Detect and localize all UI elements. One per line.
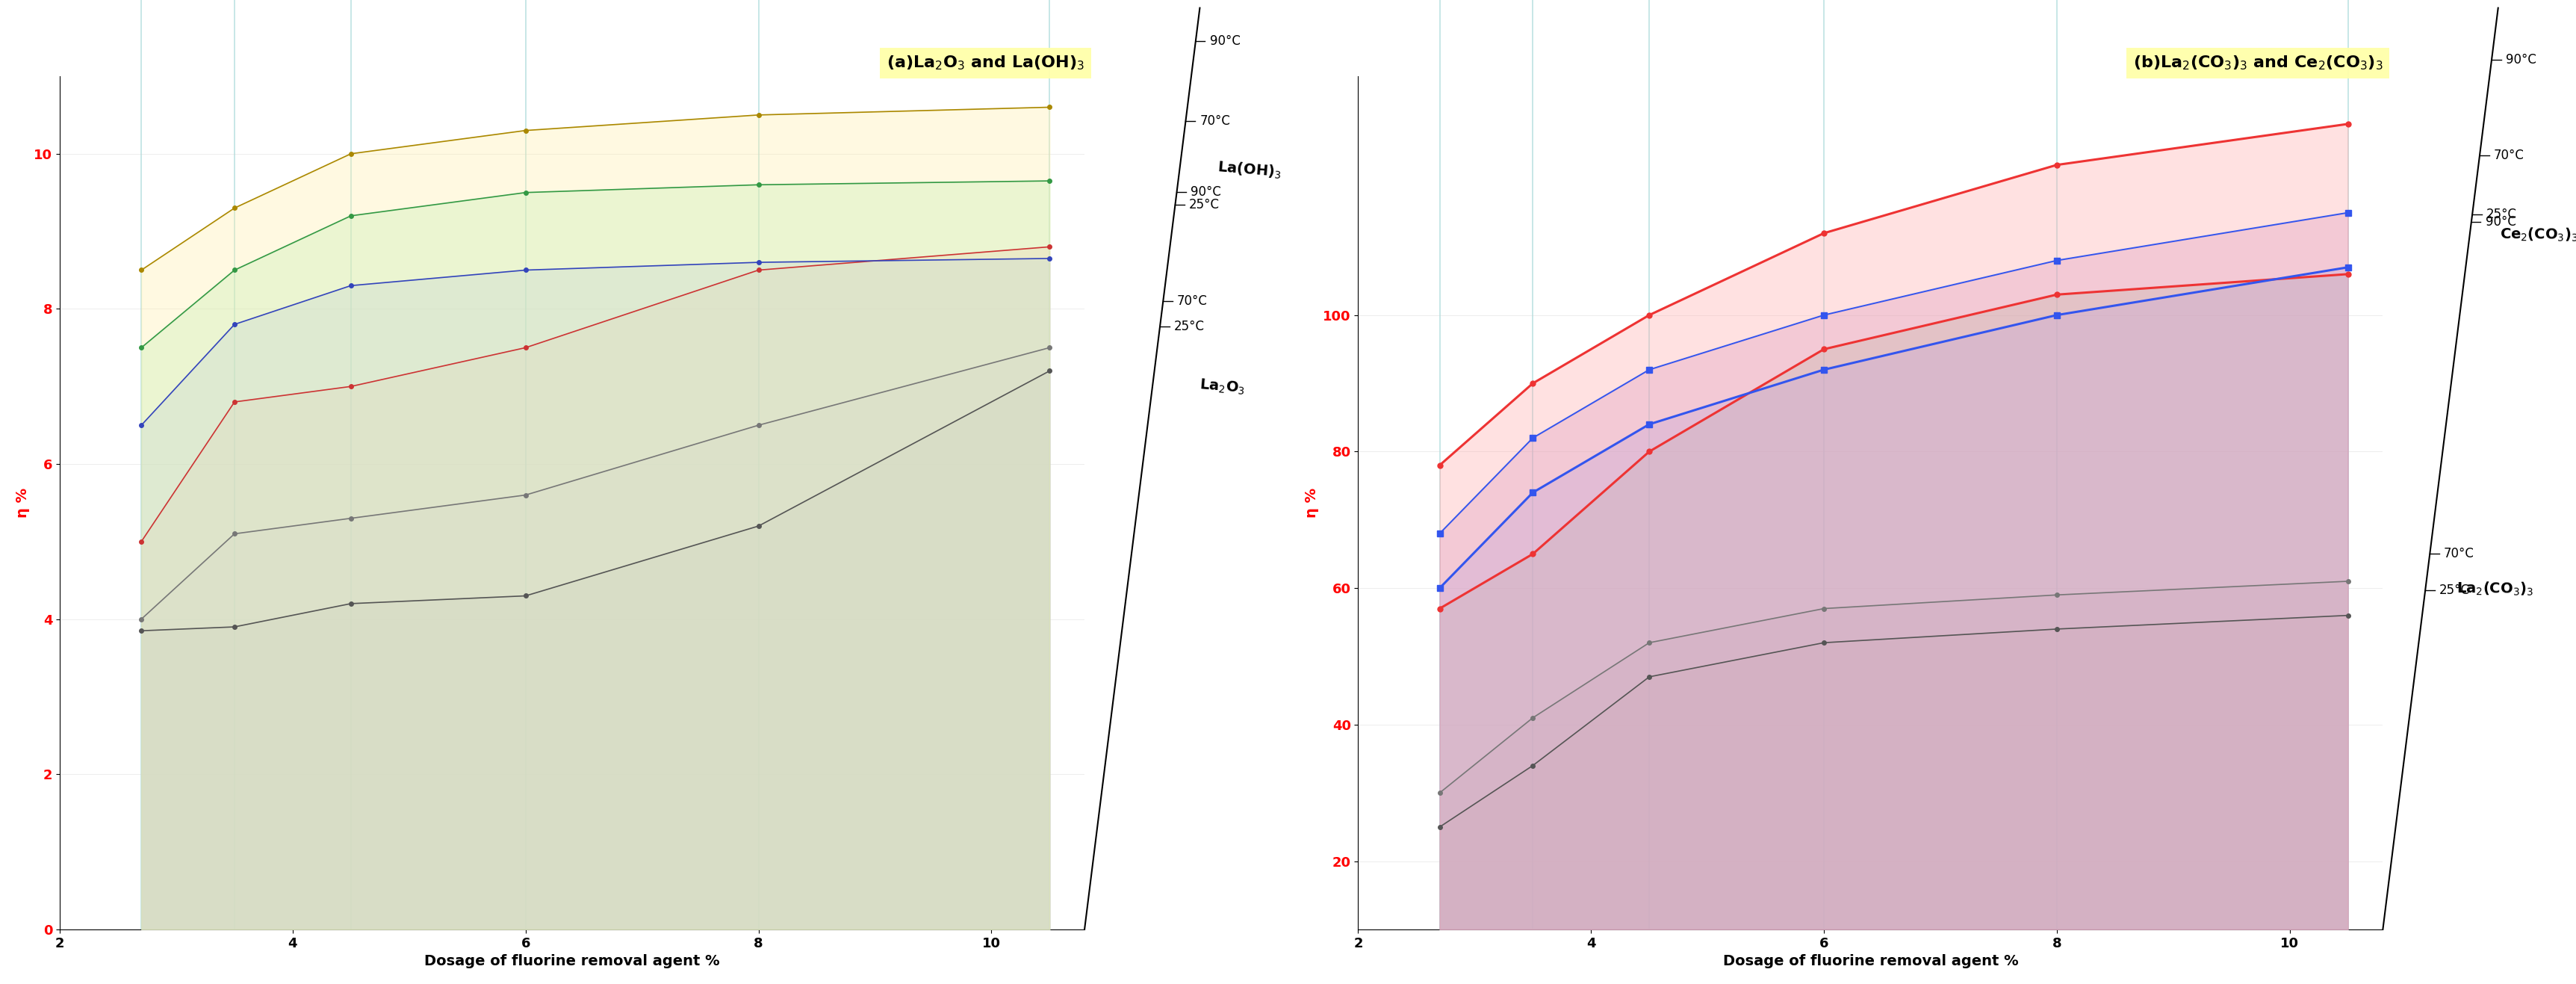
Text: (b)La$_2$(CO$_3$)$_3$ and Ce$_2$(CO$_3$)$_3$: (b)La$_2$(CO$_3$)$_3$ and Ce$_2$(CO$_3$)… [2133, 54, 2383, 72]
Y-axis label: η %: η % [1303, 488, 1319, 518]
Text: 25°C: 25°C [1190, 198, 1221, 212]
Text: Ce$_2$(CO$_3$)$_3$: Ce$_2$(CO$_3$)$_3$ [2499, 226, 2576, 244]
Text: 25°C: 25°C [2486, 208, 2517, 221]
Text: La(OH)$_3$: La(OH)$_3$ [1216, 159, 1283, 181]
Text: La$_2$(CO$_3$)$_3$: La$_2$(CO$_3$)$_3$ [2458, 581, 2532, 597]
Text: 70°C: 70°C [2494, 149, 2524, 162]
Text: La$_2$O$_3$: La$_2$O$_3$ [1198, 377, 1244, 397]
Text: 25°C: 25°C [2439, 584, 2470, 597]
X-axis label: Dosage of fluorine removal agent %: Dosage of fluorine removal agent % [425, 954, 719, 968]
Text: (a)La$_2$O$_3$ and La(OH)$_3$: (a)La$_2$O$_3$ and La(OH)$_3$ [886, 54, 1084, 72]
Text: 90°C: 90°C [2486, 215, 2517, 228]
X-axis label: Dosage of fluorine removal agent %: Dosage of fluorine removal agent % [1723, 954, 2017, 968]
Text: 70°C: 70°C [1200, 114, 1231, 128]
Text: 70°C: 70°C [2445, 547, 2476, 560]
Y-axis label: η %: η % [15, 488, 31, 518]
Text: 90°C: 90°C [1190, 186, 1221, 199]
Text: 25°C: 25°C [1175, 320, 1206, 333]
Text: 70°C: 70°C [1177, 294, 1208, 308]
Text: 90°C: 90°C [2506, 53, 2537, 66]
Text: 90°C: 90°C [1211, 34, 1239, 48]
